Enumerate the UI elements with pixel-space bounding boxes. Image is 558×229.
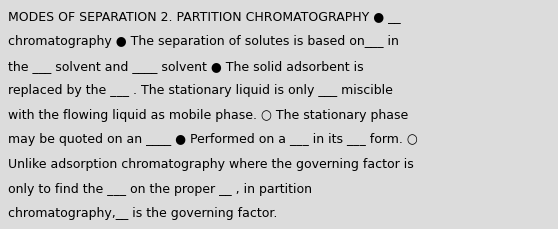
Text: MODES OF SEPARATION 2. PARTITION CHROMATOGRAPHY ● __: MODES OF SEPARATION 2. PARTITION CHROMAT… xyxy=(8,10,401,23)
Text: chromatography,__ is the governing factor.: chromatography,__ is the governing facto… xyxy=(8,206,277,219)
Text: may be quoted on an ____ ● Performed on a ___ in its ___ form. ○: may be quoted on an ____ ● Performed on … xyxy=(8,133,417,146)
Text: the ___ solvent and ____ solvent ● The solid adsorbent is: the ___ solvent and ____ solvent ● The s… xyxy=(8,59,363,72)
Text: with the flowing liquid as mobile phase. ○ The stationary phase: with the flowing liquid as mobile phase.… xyxy=(8,108,408,121)
Text: only to find the ___ on the proper __ , in partition: only to find the ___ on the proper __ , … xyxy=(8,182,312,195)
Text: Unlike adsorption chromatography where the governing factor is: Unlike adsorption chromatography where t… xyxy=(8,157,413,170)
Text: replaced by the ___ . The stationary liquid is only ___ miscible: replaced by the ___ . The stationary liq… xyxy=(8,84,393,97)
Text: chromatography ● The separation of solutes is based on___ in: chromatography ● The separation of solut… xyxy=(8,35,398,48)
